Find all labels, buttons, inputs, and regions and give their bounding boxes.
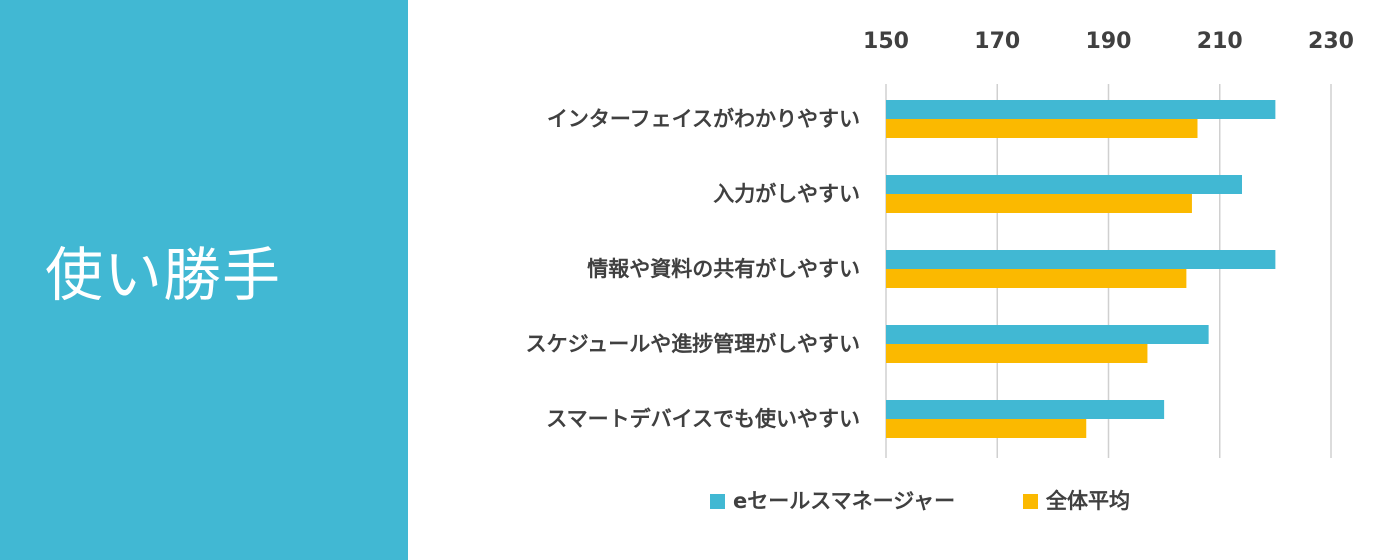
x-tick-label: 170: [974, 29, 1020, 54]
bar-chart: 150 170 190 210 230 インターフェイスがわかりやすい入力がしやすい情報や…: [526, 29, 1354, 513]
legend-swatch-0: [710, 494, 725, 509]
bar-average-2: [886, 269, 1187, 288]
bars-layer: [886, 100, 1276, 438]
bar-average-4: [886, 419, 1087, 438]
bar-average-0: [886, 119, 1198, 138]
legend-label-1: 全体平均: [1045, 489, 1130, 513]
category-label: インターフェイスがわかりやすい: [547, 107, 860, 131]
side-panel: 使い勝手: [0, 0, 408, 560]
panel-title: 使い勝手: [45, 241, 282, 309]
x-tick-label: 230: [1308, 29, 1354, 54]
x-tick-label: 150: [863, 29, 909, 54]
category-label: 情報や資料の共有がしやすい: [587, 257, 860, 281]
category-label: 入力がしやすい: [713, 182, 860, 206]
category-label: スマートデバイスでも使いやすい: [546, 407, 860, 431]
bar-average-1: [886, 194, 1192, 213]
legend: eセールスマネージャー 全体平均: [710, 489, 1130, 513]
x-tick-label: 190: [1086, 29, 1132, 54]
bar-primary-4: [886, 400, 1165, 419]
labels-layer: 150 170 190 210 230 インターフェイスがわかりやすい入力がしやすい情報や…: [526, 29, 1354, 431]
bar-average-3: [886, 344, 1148, 363]
legend-swatch-1: [1023, 494, 1038, 509]
legend-label-0: eセールスマネージャー: [733, 489, 955, 513]
x-tick-label: 210: [1197, 29, 1243, 54]
category-label: スケジュールや進捗管理がしやすい: [526, 332, 860, 356]
bar-primary-3: [886, 325, 1209, 344]
bar-primary-1: [886, 175, 1242, 194]
bar-primary-2: [886, 250, 1276, 269]
bar-primary-0: [886, 100, 1276, 119]
